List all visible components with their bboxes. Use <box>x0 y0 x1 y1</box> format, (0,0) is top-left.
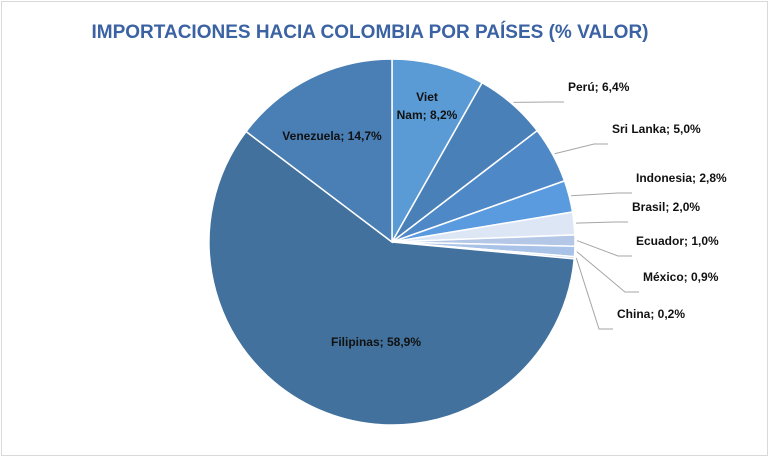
pie-slice <box>245 58 393 244</box>
data-label: Venezuela; 14,7% <box>282 129 382 143</box>
pie-slice <box>208 130 576 426</box>
leader-line <box>575 257 613 330</box>
pie-slice <box>391 58 484 245</box>
data-label: Brasil; 2,0% <box>632 200 700 214</box>
data-label: México; 0,9% <box>643 270 719 284</box>
data-label: Ecuador; 1,0% <box>636 234 719 248</box>
leader-line <box>576 221 628 224</box>
data-label: Indonesia; 2,8% <box>636 171 727 185</box>
leader-line <box>576 240 632 257</box>
data-label: Viet Nam; 8,2% <box>397 90 458 122</box>
leader-line <box>554 143 608 155</box>
chart-title: IMPORTACIONES HACIA COLOMBIA POR PAÍSES … <box>92 21 649 43</box>
data-label: Filipinas; 58,9% <box>331 335 421 349</box>
leader-line <box>571 192 632 197</box>
data-label: China; 0,2% <box>617 307 685 321</box>
data-label: Perú; 6,4% <box>568 80 630 94</box>
leader-line <box>576 251 639 293</box>
data-label: Sri Lanka; 5,0% <box>612 122 701 136</box>
